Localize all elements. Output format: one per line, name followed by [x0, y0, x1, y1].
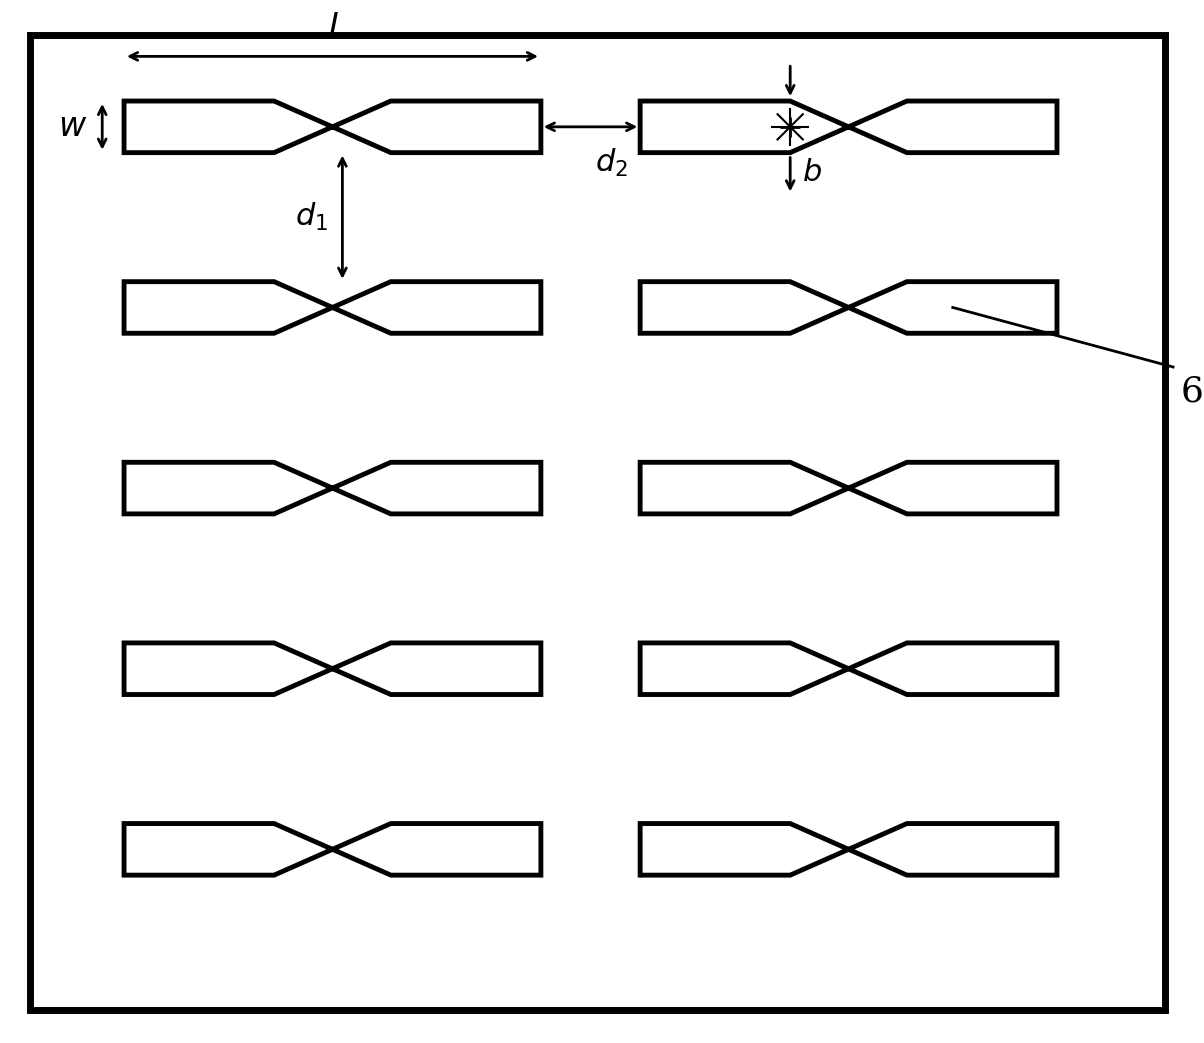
- Polygon shape: [641, 282, 1057, 334]
- Text: $d_2$: $d_2$: [596, 147, 628, 178]
- Polygon shape: [641, 462, 1057, 514]
- Polygon shape: [641, 824, 1057, 875]
- Polygon shape: [124, 101, 541, 152]
- Polygon shape: [641, 642, 1057, 695]
- Text: $d_1$: $d_1$: [295, 201, 327, 234]
- Polygon shape: [124, 462, 541, 514]
- Polygon shape: [124, 642, 541, 695]
- Polygon shape: [124, 282, 541, 334]
- Text: $b$: $b$: [802, 157, 822, 188]
- Text: $w$: $w$: [58, 111, 88, 143]
- Text: 6: 6: [1181, 374, 1204, 409]
- Text: $l$: $l$: [326, 13, 338, 47]
- Polygon shape: [641, 101, 1057, 152]
- Polygon shape: [124, 824, 541, 875]
